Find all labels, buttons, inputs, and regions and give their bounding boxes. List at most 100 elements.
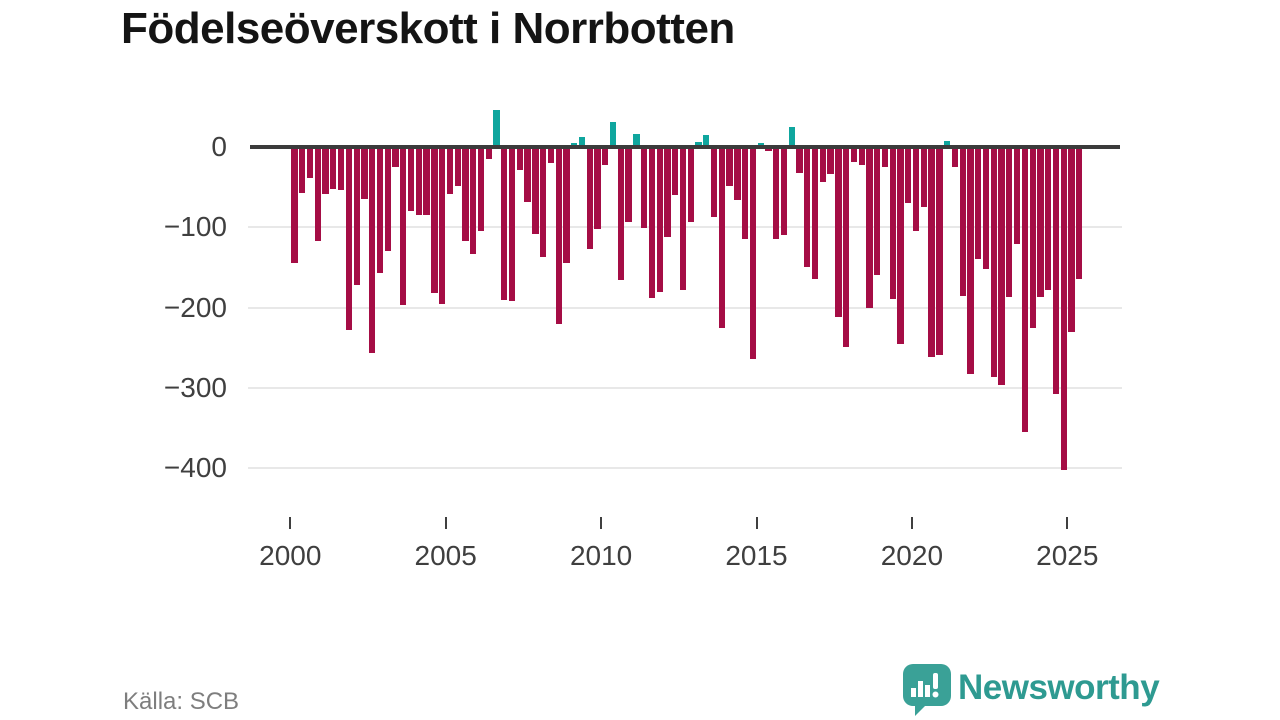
bar-2007-q4 bbox=[532, 147, 539, 234]
bar-2015-q3 bbox=[773, 147, 780, 239]
bar-2003-q4 bbox=[407, 147, 415, 212]
x-axis-tick bbox=[755, 517, 758, 529]
bar-2022-q2 bbox=[982, 147, 990, 270]
gridline bbox=[248, 386, 1122, 389]
bar-2009-q1 bbox=[571, 142, 578, 147]
bar-2016-q2 bbox=[796, 147, 803, 174]
bar-2008-q1 bbox=[539, 147, 547, 257]
bar-2011-q4 bbox=[656, 147, 663, 292]
x-axis-tick bbox=[289, 517, 292, 529]
bar-2019-q1 bbox=[881, 147, 889, 168]
bar-2010-q4 bbox=[625, 147, 632, 222]
bar-2016-q1 bbox=[788, 126, 795, 147]
bar-2018-q2 bbox=[858, 147, 865, 166]
bar-2019-q4 bbox=[905, 147, 912, 204]
bar-2020-q3 bbox=[928, 147, 935, 357]
bar-2006-q2 bbox=[485, 147, 492, 160]
bar-2007-q3 bbox=[524, 147, 531, 202]
newsworthy-logo: Newsworthy bbox=[903, 664, 1163, 716]
zero-axis-line bbox=[250, 145, 1120, 149]
bar-2014-q2 bbox=[734, 147, 741, 200]
y-axis-label: −100 bbox=[163, 211, 227, 243]
bar-2012-q1 bbox=[664, 147, 671, 237]
bar-2001-q4 bbox=[345, 147, 353, 331]
y-axis-label: −300 bbox=[163, 371, 227, 403]
y-axis-label: −400 bbox=[163, 452, 227, 484]
gridline bbox=[248, 306, 1122, 309]
bar-2006-q1 bbox=[477, 147, 485, 232]
bar-2022-q1 bbox=[975, 147, 982, 260]
bar-2010-q2 bbox=[609, 122, 617, 147]
bar-2021-q3 bbox=[959, 147, 966, 297]
bar-2012-q4 bbox=[687, 147, 694, 222]
bar-2024-q3 bbox=[1052, 147, 1060, 395]
bar-2021-q1 bbox=[944, 140, 951, 147]
bar-2000-q3 bbox=[306, 147, 314, 178]
bar-2000-q1 bbox=[291, 147, 298, 264]
bar-2011-q3 bbox=[648, 147, 656, 298]
bar-2012-q3 bbox=[679, 147, 687, 290]
newsworthy-logo-text: Newsworthy bbox=[958, 668, 1160, 707]
bar-2006-q4 bbox=[501, 147, 508, 300]
bar-2002-q4 bbox=[376, 147, 384, 274]
bar-2022-q3 bbox=[990, 147, 997, 377]
x-axis-label: 2020 bbox=[880, 540, 944, 571]
bar-2020-q1 bbox=[912, 147, 920, 232]
bar-2005-q2 bbox=[454, 147, 461, 186]
bar-2003-q3 bbox=[400, 147, 407, 306]
bar-2010-q1 bbox=[602, 147, 609, 166]
newsworthy-logo-icon bbox=[903, 664, 951, 716]
bar-2013-q4 bbox=[718, 147, 725, 328]
bar-2025-q2 bbox=[1076, 147, 1083, 279]
bar-2009-q3 bbox=[586, 147, 593, 249]
x-axis-tick bbox=[910, 517, 913, 529]
bar-2005-q1 bbox=[446, 147, 454, 195]
bar-2016-q3 bbox=[804, 147, 811, 267]
bar-2024-q4 bbox=[1060, 147, 1067, 470]
bar-2005-q4 bbox=[470, 147, 477, 254]
bar-2015-q1 bbox=[757, 142, 764, 147]
bar-2008-q2 bbox=[547, 147, 555, 164]
bar-2018-q4 bbox=[874, 147, 881, 276]
bar-2023-q4 bbox=[1029, 147, 1036, 329]
bar-2014-q4 bbox=[749, 147, 757, 359]
x-axis-label: 2000 bbox=[259, 540, 322, 571]
y-axis-label: −200 bbox=[163, 291, 227, 323]
gridline bbox=[248, 467, 1122, 470]
bar-2016-q4 bbox=[811, 147, 819, 279]
bar-2004-q3 bbox=[431, 147, 438, 294]
bar-2014-q1 bbox=[726, 147, 733, 186]
bar-2001-q3 bbox=[337, 147, 345, 191]
bar-2008-q4 bbox=[563, 147, 570, 264]
bar-2008-q3 bbox=[555, 147, 562, 325]
bar-2003-q1 bbox=[384, 147, 391, 252]
bar-2011-q1 bbox=[633, 134, 640, 147]
bar-2024-q2 bbox=[1045, 147, 1052, 290]
bar-2018-q3 bbox=[866, 147, 873, 308]
x-axis-label: 2025 bbox=[1036, 540, 1099, 571]
bar-2004-q2 bbox=[423, 147, 430, 216]
bar-2001-q2 bbox=[330, 147, 337, 189]
x-axis-tick bbox=[1066, 517, 1069, 529]
bar-2004-q4 bbox=[438, 147, 446, 305]
bar-2021-q4 bbox=[967, 147, 974, 375]
bar-2021-q2 bbox=[951, 147, 959, 168]
bar-2014-q3 bbox=[742, 147, 749, 240]
bar-2024-q1 bbox=[1037, 147, 1044, 298]
x-axis-tick bbox=[444, 517, 447, 529]
bar-2017-q1 bbox=[819, 147, 826, 183]
bar-2019-q3 bbox=[897, 147, 904, 344]
bar-2013-q3 bbox=[710, 147, 718, 217]
bar-2010-q3 bbox=[617, 147, 624, 281]
x-axis-label: 2015 bbox=[725, 540, 788, 571]
bar-2018-q1 bbox=[850, 147, 858, 163]
bar-2017-q2 bbox=[827, 147, 834, 175]
x-axis-tick bbox=[600, 517, 603, 529]
bar-2019-q2 bbox=[889, 147, 896, 299]
chart-title: Födelseöverskott i Norrbotten bbox=[121, 4, 735, 53]
bar-2004-q1 bbox=[415, 147, 422, 216]
bar-2006-q3 bbox=[493, 110, 500, 147]
bar-2020-q2 bbox=[920, 147, 928, 208]
bar-2022-q4 bbox=[998, 147, 1005, 385]
